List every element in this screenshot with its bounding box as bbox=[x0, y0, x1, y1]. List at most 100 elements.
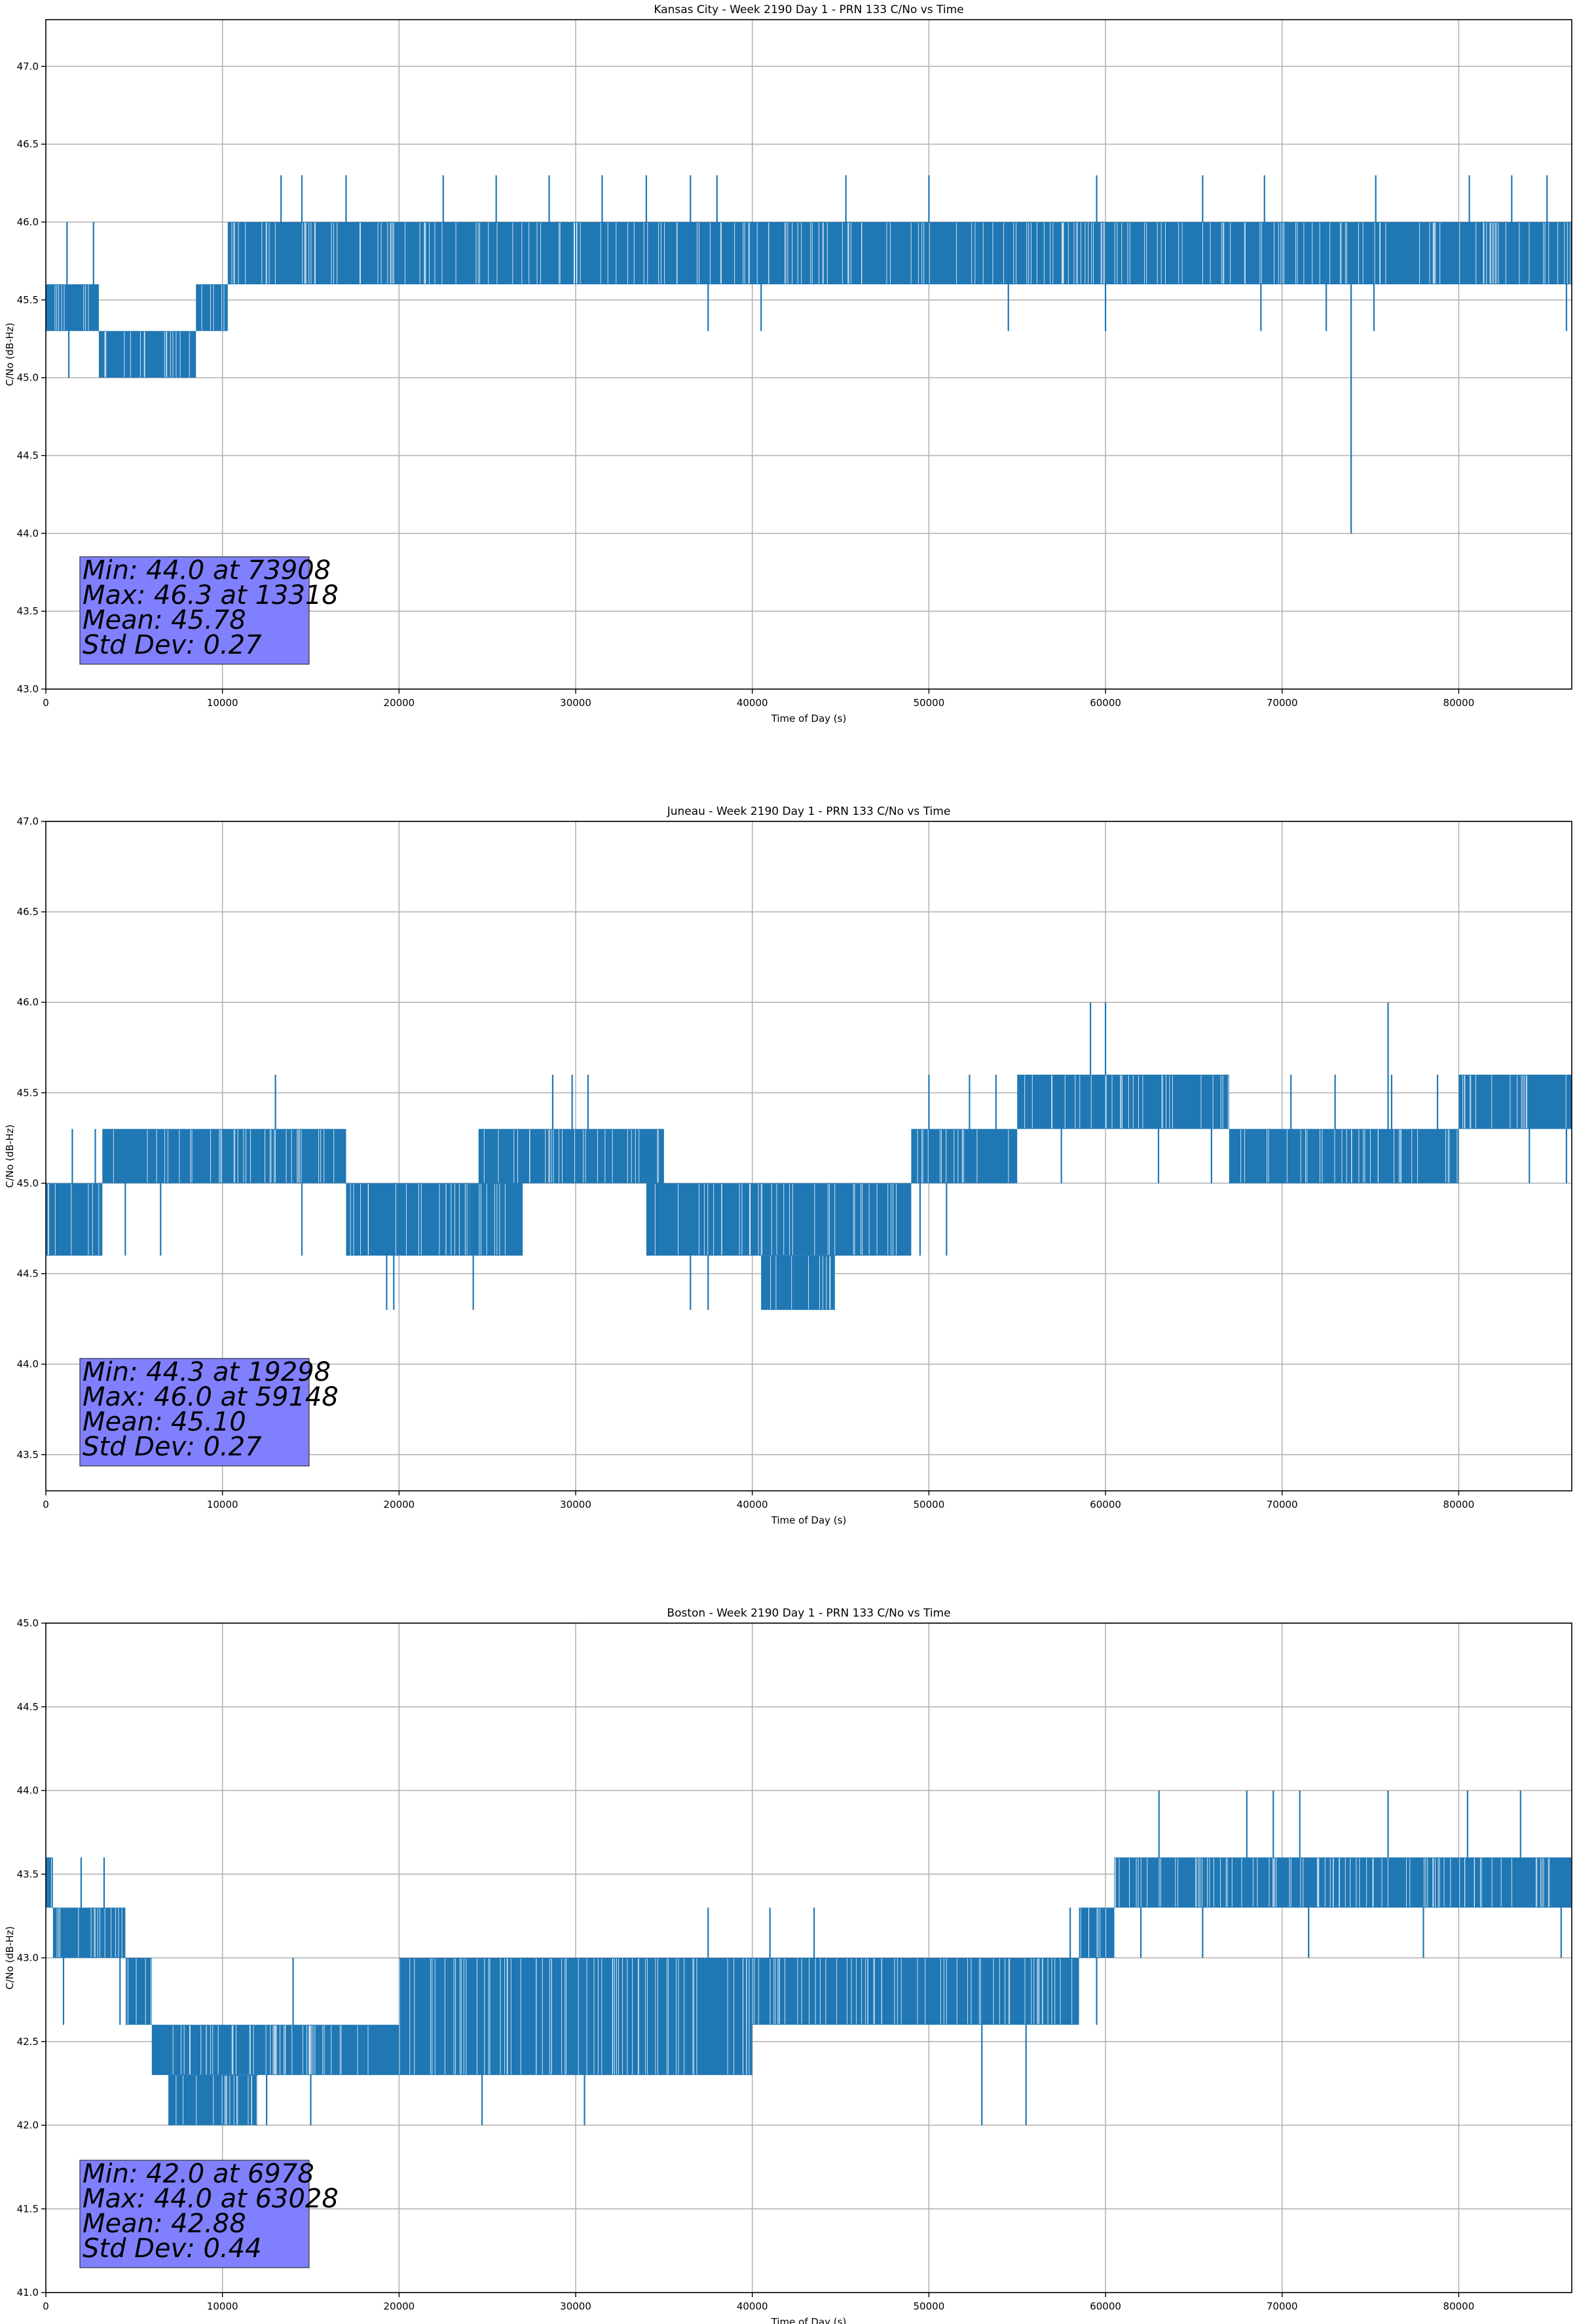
stats-line: Max: 46.0 at 59148 bbox=[83, 1382, 339, 1412]
chart-0: 0 10000 20000 30000 40000 50000 60000 70000 8000… bbox=[4, 3, 1572, 724]
x-tick-label: 30000 bbox=[560, 697, 591, 709]
stats-line: Min: 42.0 at 6978 bbox=[83, 2159, 314, 2189]
x-axis-label: Time of Day (s) bbox=[771, 2316, 847, 2324]
chart-2: 0 10000 20000 30000 40000 50000 60000 70000 8000… bbox=[4, 1607, 1572, 2324]
y-tick-label: 46.5 bbox=[17, 906, 39, 918]
stats-line: Std Dev: 0.27 bbox=[83, 630, 262, 660]
series-0 bbox=[46, 1790, 1572, 2126]
data-band bbox=[1458, 1074, 1572, 1129]
x-tick-label: 20000 bbox=[383, 697, 415, 709]
y-tick-label: 44.5 bbox=[17, 1268, 39, 1280]
y-tick-label: 44.5 bbox=[17, 1701, 39, 1713]
chart-title: Boston - Week 2190 Day 1 - PRN 133 C/No … bbox=[667, 1607, 950, 1620]
axes-frame bbox=[45, 19, 1572, 690]
y-tick-label: 46.5 bbox=[17, 138, 39, 150]
x-tick-label: 60000 bbox=[1090, 2300, 1121, 2312]
x-tick-label: 80000 bbox=[1443, 2300, 1475, 2312]
y-tick-label: 41.5 bbox=[17, 2203, 39, 2215]
y-tick-label: 43.0 bbox=[17, 1952, 39, 1964]
data-band bbox=[151, 2025, 276, 2075]
x-tick-label: 60000 bbox=[1090, 697, 1121, 709]
y-tick-label: 45.0 bbox=[17, 1617, 39, 1629]
x-tick-label: 0 bbox=[43, 697, 49, 709]
data-band bbox=[46, 1183, 103, 1256]
data-band bbox=[646, 1183, 912, 1256]
x-axis-label: Time of Day (s) bbox=[771, 713, 847, 724]
y-tick-label: 41.0 bbox=[17, 2287, 39, 2298]
x-tick-label: 10000 bbox=[207, 2300, 238, 2312]
data-band bbox=[752, 1958, 1079, 2025]
data-band bbox=[196, 284, 228, 331]
data-band bbox=[911, 1129, 1018, 1184]
x-tick-label: 40000 bbox=[737, 2300, 768, 2312]
data-band bbox=[470, 1183, 523, 1256]
data-band bbox=[46, 1857, 53, 1908]
y-tick-label: 43.5 bbox=[17, 605, 39, 617]
y-axis-label: C/No (dB-Hz) bbox=[4, 1926, 16, 1990]
stats-line: Min: 44.0 at 73908 bbox=[83, 555, 331, 586]
axes-frame bbox=[45, 821, 1572, 1491]
data-band bbox=[1114, 1857, 1572, 1908]
y-tick-label: 47.0 bbox=[17, 815, 39, 827]
stats-box bbox=[79, 1358, 310, 1467]
stats-line: Max: 44.0 at 63028 bbox=[83, 2184, 339, 2214]
x-tick-label: 30000 bbox=[560, 2300, 591, 2312]
y-tick-label: 43.5 bbox=[17, 1449, 39, 1461]
x-tick-label: 70000 bbox=[1267, 2300, 1298, 2312]
data-band bbox=[275, 2025, 399, 2075]
x-tick-label: 80000 bbox=[1443, 1499, 1475, 1510]
x-tick-label: 10000 bbox=[207, 697, 238, 709]
y-tick-label: 45.0 bbox=[17, 372, 39, 384]
y-tick-label: 46.0 bbox=[17, 216, 39, 228]
x-tick-label: 70000 bbox=[1267, 697, 1298, 709]
y-tick-label: 44.0 bbox=[17, 527, 39, 539]
data-band bbox=[1229, 1129, 1459, 1184]
y-tick-label: 43.0 bbox=[17, 683, 39, 695]
x-tick-label: 20000 bbox=[383, 2300, 415, 2312]
stats-line: Min: 44.3 at 19298 bbox=[83, 1357, 331, 1387]
y-tick-label: 45.5 bbox=[17, 294, 39, 306]
data-band bbox=[478, 1129, 664, 1184]
x-tick-label: 0 bbox=[43, 1499, 49, 1510]
data-band bbox=[102, 1129, 346, 1184]
y-tick-label: 42.5 bbox=[17, 2036, 39, 2048]
stats-line: Std Dev: 0.27 bbox=[83, 1432, 262, 1462]
chart-1: 0 10000 20000 30000 40000 50000 60000 70000 8000… bbox=[4, 805, 1572, 1526]
y-tick-label: 45.0 bbox=[17, 1177, 39, 1189]
x-tick-label: 70000 bbox=[1267, 1499, 1298, 1510]
x-axis-label: Time of Day (s) bbox=[771, 1514, 847, 1526]
x-tick-label: 40000 bbox=[737, 697, 768, 709]
y-tick-label: 45.5 bbox=[17, 1087, 39, 1098]
data-band bbox=[227, 221, 1572, 285]
x-tick-label: 50000 bbox=[914, 1499, 945, 1510]
x-tick-label: 50000 bbox=[914, 697, 945, 709]
data-band bbox=[399, 1958, 752, 2075]
y-axis-label: C/No (dB-Hz) bbox=[4, 1125, 16, 1188]
x-tick-label: 60000 bbox=[1090, 1499, 1121, 1510]
data-band bbox=[98, 331, 196, 378]
x-tick-label: 40000 bbox=[737, 1499, 768, 1510]
data-band bbox=[1017, 1074, 1229, 1129]
data-band bbox=[761, 1255, 836, 1310]
y-tick-label: 47.0 bbox=[17, 60, 39, 72]
x-tick-label: 0 bbox=[43, 2300, 49, 2312]
series-0 bbox=[46, 175, 1572, 534]
stats-line: Mean: 45.10 bbox=[83, 1407, 246, 1437]
y-tick-label: 46.0 bbox=[17, 996, 39, 1008]
stats-box bbox=[79, 556, 310, 665]
y-tick-label: 44.0 bbox=[17, 1359, 39, 1370]
stats-line: Mean: 45.78 bbox=[83, 605, 246, 635]
data-band bbox=[346, 1183, 470, 1256]
y-tick-label: 42.0 bbox=[17, 2120, 39, 2131]
chart-title: Kansas City - Week 2190 Day 1 - PRN 133 … bbox=[654, 3, 963, 16]
stats-line: Max: 46.3 at 13318 bbox=[83, 580, 339, 610]
series-0 bbox=[46, 1002, 1572, 1310]
x-tick-label: 30000 bbox=[560, 1499, 591, 1510]
y-tick-label: 43.5 bbox=[17, 1868, 39, 1880]
x-tick-label: 20000 bbox=[383, 1499, 415, 1510]
x-tick-label: 50000 bbox=[914, 2300, 945, 2312]
stats-line: Mean: 42.88 bbox=[83, 2209, 246, 2239]
chart-title: Juneau - Week 2190 Day 1 - PRN 133 C/No … bbox=[667, 805, 951, 818]
data-band bbox=[52, 1907, 126, 1958]
